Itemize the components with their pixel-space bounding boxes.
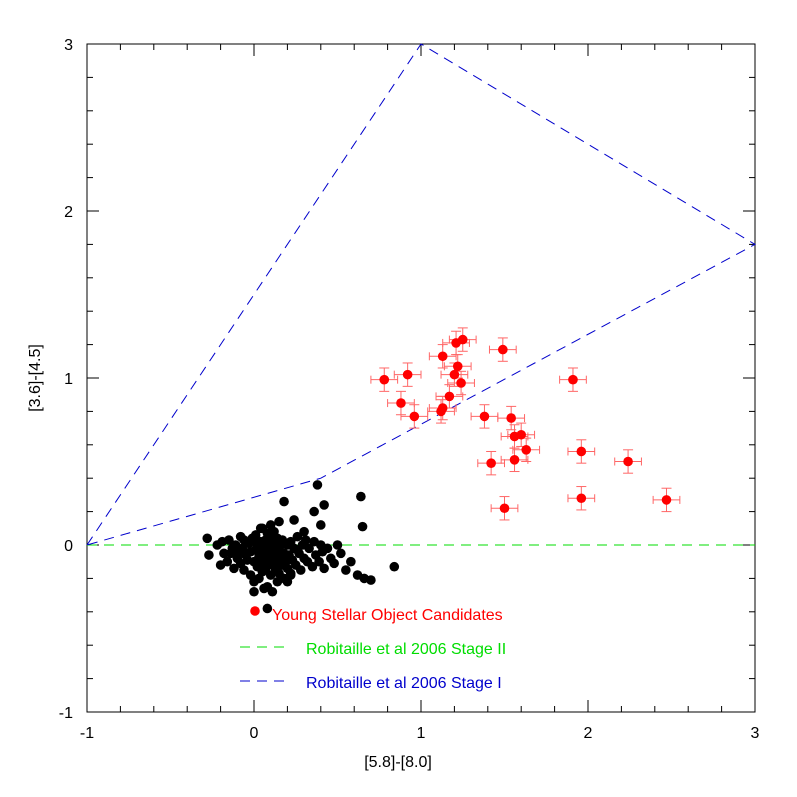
field-star-point: [389, 561, 400, 572]
field-stars-series: [202, 480, 400, 614]
stage-regions: [86, 43, 757, 546]
field-star-point: [249, 586, 259, 597]
field-star-point: [267, 586, 278, 597]
yso-point: [521, 445, 532, 455]
field-star-point: [366, 575, 376, 585]
x-tick-label: 2: [584, 725, 593, 742]
field-star-point: [309, 506, 319, 517]
field-star-point: [332, 540, 343, 550]
field-star-point: [336, 548, 346, 559]
yso-point: [576, 446, 587, 457]
legend-label-stage2: Robitaille et al 2006 Stage II: [306, 641, 506, 658]
yso-point: [516, 429, 526, 440]
field-star-point: [202, 533, 213, 544]
y-tick-label: 0: [64, 538, 73, 555]
field-star-point: [341, 565, 351, 575]
field-star-point: [329, 558, 339, 569]
field-star-point: [255, 523, 266, 534]
field-star-point: [259, 583, 269, 594]
field-star-point: [219, 548, 229, 559]
yso-point: [409, 411, 420, 422]
yso-point: [486, 458, 496, 468]
x-tick-label: 3: [751, 725, 760, 742]
field-star-point: [275, 556, 286, 567]
field-star-point: [239, 535, 249, 545]
y-tick-label: 2: [64, 204, 73, 221]
stage1-boundary: [86, 43, 757, 546]
legend-marker-yso: [250, 606, 260, 616]
field-star-point: [292, 545, 303, 555]
yso-point: [499, 503, 510, 514]
field-star-point: [262, 603, 273, 614]
yso-point: [451, 338, 461, 348]
field-star-point: [307, 561, 318, 572]
legend-label-stage1: Robitaille et al 2006 Stage I: [306, 675, 502, 692]
field-star-point: [285, 568, 296, 579]
x-tick-label: -1: [80, 725, 94, 742]
yso-point: [396, 398, 406, 408]
field-star-point: [204, 550, 214, 560]
y-tick-label: 1: [64, 371, 73, 388]
yso-point: [452, 361, 463, 372]
y-tick-label: -1: [59, 705, 73, 722]
field-star-point: [319, 563, 329, 574]
field-star-point: [252, 560, 263, 570]
field-star-point: [300, 535, 311, 545]
field-star-point: [356, 491, 366, 502]
yso-point: [437, 351, 448, 362]
field-star-point: [304, 543, 314, 554]
yso-errorbar: [393, 362, 422, 387]
field-star-point: [282, 576, 293, 587]
yso-point: [509, 455, 520, 465]
legend: Young Stellar Object Candidates Robitail…: [240, 606, 506, 692]
y-tick-label: 3: [64, 37, 73, 54]
yso-point: [498, 344, 508, 355]
field-star-point: [225, 548, 236, 559]
yso-point: [568, 374, 578, 385]
axes: -1 0 1 2 3 -1 0 1 2 3: [59, 37, 760, 742]
yso-point: [661, 495, 672, 505]
field-star-point: [299, 526, 309, 537]
yso-point: [444, 391, 455, 402]
yso-point: [506, 413, 516, 423]
yso-point: [402, 369, 413, 380]
yso-point: [379, 374, 390, 385]
yso-point: [456, 378, 466, 388]
field-star-point: [250, 530, 261, 540]
field-star-point: [346, 556, 356, 567]
x-axis-label: [5.8]-[8.0]: [364, 754, 432, 771]
yso-point: [623, 456, 633, 467]
yso-point: [576, 493, 587, 504]
field-star-point: [279, 496, 289, 507]
field-star-point: [269, 526, 279, 537]
field-star-point: [274, 516, 284, 527]
field-star-point: [295, 565, 306, 575]
yso-error-bars: [370, 327, 681, 521]
x-tick-label: 1: [417, 725, 426, 742]
field-star-point: [319, 500, 329, 510]
field-star-point: [229, 563, 239, 574]
legend-label-yso: Young Stellar Object Candidates: [272, 607, 503, 624]
yso-candidates-series: [379, 334, 672, 514]
field-star-point: [357, 521, 368, 532]
field-star-point: [316, 520, 326, 530]
field-star-point: [224, 535, 234, 545]
field-star-point: [312, 480, 323, 490]
field-star-point: [314, 556, 324, 567]
yso-point: [436, 406, 446, 417]
y-axis-label: [3.6]-[4.5]: [27, 344, 44, 412]
field-star-point: [289, 515, 299, 525]
yso-point: [449, 369, 460, 380]
field-star-point: [292, 531, 303, 542]
field-star-point: [322, 543, 333, 554]
field-star-point: [222, 556, 233, 567]
field-star-point: [239, 565, 249, 575]
x-tick-label: 0: [250, 725, 259, 742]
yso-point: [479, 411, 490, 422]
